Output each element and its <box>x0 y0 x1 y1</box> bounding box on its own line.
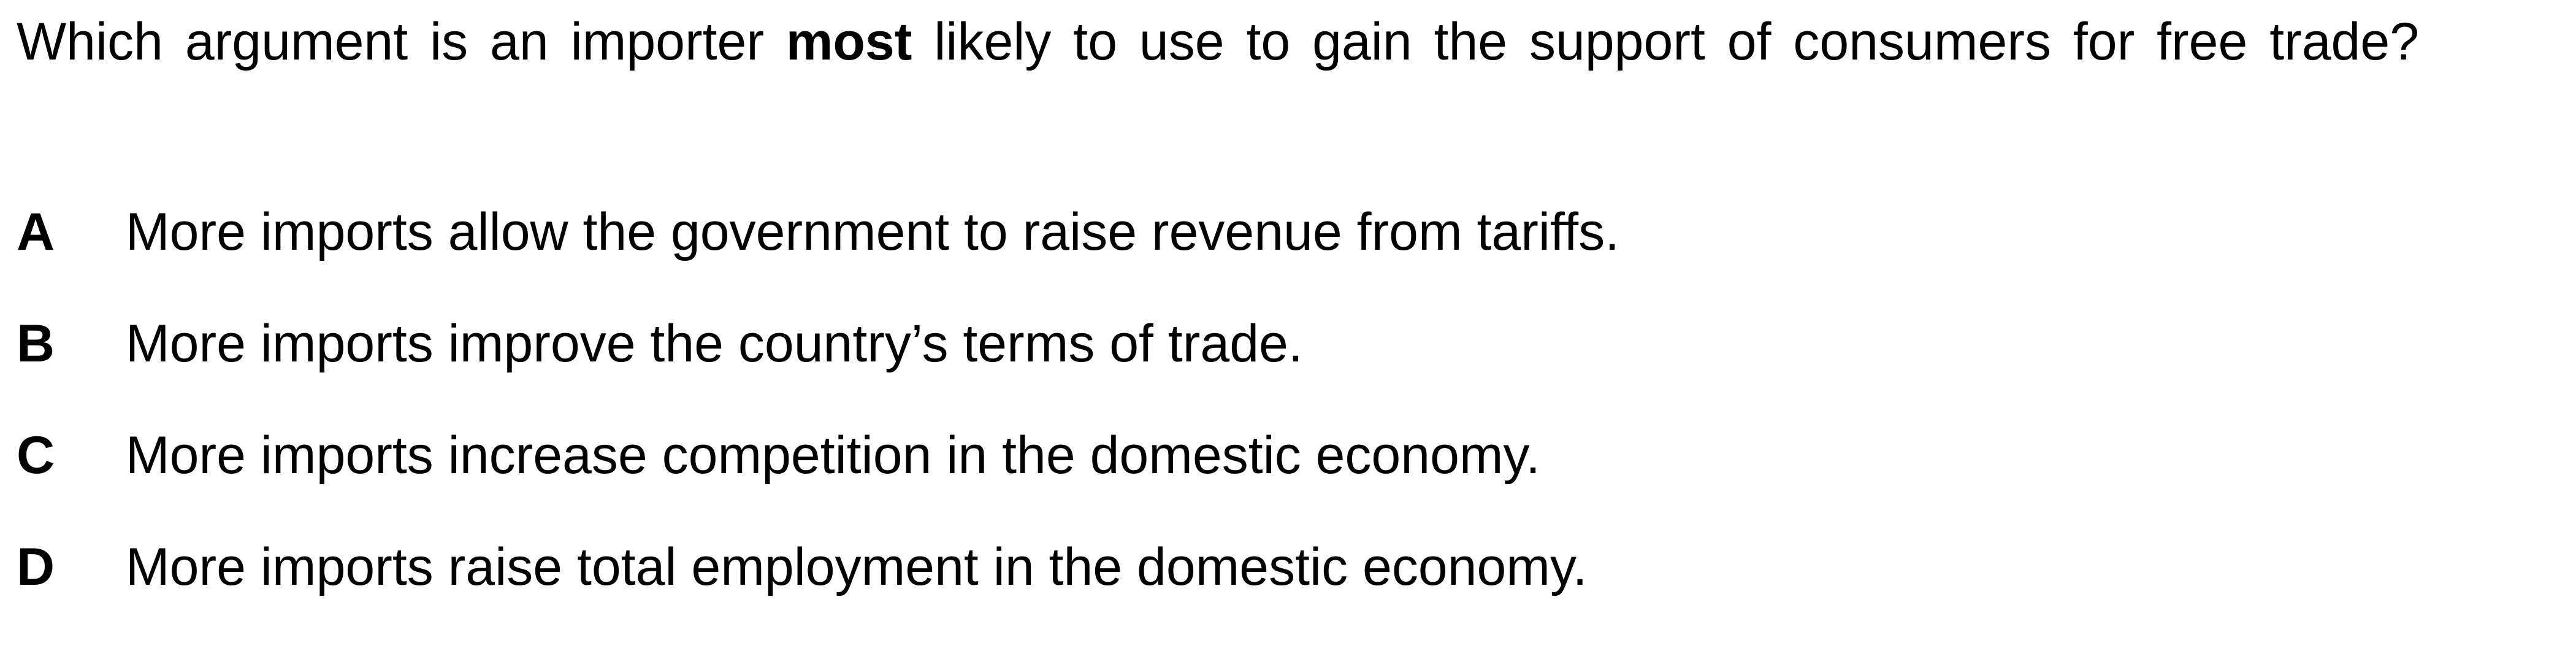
option-c[interactable]: C More imports increase competition in t… <box>17 425 1619 536</box>
question-emphasis: most <box>785 12 912 71</box>
option-letter: C <box>17 426 55 485</box>
option-d[interactable]: D More imports raise total employment in… <box>17 536 1619 648</box>
question-text: Which argument is an importer most likel… <box>17 11 2469 72</box>
option-text: More imports raise total employment in t… <box>126 538 1588 596</box>
option-letter: B <box>17 314 55 373</box>
option-letter: A <box>17 202 55 261</box>
option-text: More imports improve the country’s terms… <box>126 314 1303 373</box>
option-text: More imports increase competition in the… <box>126 426 1541 485</box>
question-text-start: Which argument is an importer <box>17 12 786 71</box>
option-b[interactable]: B More imports improve the country’s ter… <box>17 313 1619 425</box>
option-text: More imports allow the government to rai… <box>126 202 1620 261</box>
option-a[interactable]: A More imports allow the government to r… <box>17 201 1619 313</box>
answer-options: A More imports allow the government to r… <box>17 201 1619 648</box>
option-letter: D <box>17 538 55 596</box>
question-text-end: likely to use to gain the support of con… <box>912 12 2420 71</box>
